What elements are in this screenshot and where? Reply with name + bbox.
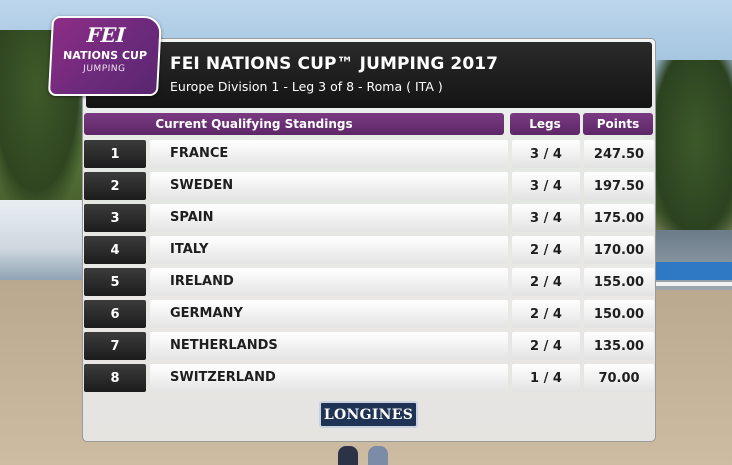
points-cell: 135.00 bbox=[584, 332, 654, 360]
trees-right bbox=[642, 60, 732, 260]
arena-fence bbox=[656, 282, 732, 286]
country-name: NETHERLANDS bbox=[170, 338, 278, 353]
legs-cell: 2 / 4 bbox=[512, 300, 580, 328]
column-header-points: Points bbox=[583, 113, 653, 135]
fei-nations-cup-logo: FEI NATIONS CUP JUMPING bbox=[47, 16, 163, 96]
points-cell: 150.00 bbox=[584, 300, 654, 328]
page-title: FEI NATIONS CUP™ JUMPING 2017 bbox=[170, 54, 499, 74]
rank-cell: 4 bbox=[84, 236, 146, 264]
legs-cell: 2 / 4 bbox=[512, 332, 580, 360]
page-subtitle: Europe Division 1 - Leg 3 of 8 - Roma ( … bbox=[170, 79, 443, 94]
rank-cell: 5 bbox=[84, 268, 146, 296]
grandstand-right bbox=[656, 230, 732, 290]
arena-banner bbox=[656, 262, 732, 280]
country-cell: SWITZERLANDSUI bbox=[150, 364, 571, 392]
points-cell: 70.00 bbox=[584, 364, 654, 392]
rank-cell: 1 bbox=[84, 140, 146, 168]
rank-cell: 2 bbox=[84, 172, 146, 200]
country-cell: NETHERLANDSNED bbox=[150, 332, 571, 360]
points-cell: 170.00 bbox=[584, 236, 654, 264]
country-name: IRELAND bbox=[170, 274, 234, 289]
header-bar bbox=[86, 42, 652, 108]
country-cell: FRANCEFRA bbox=[150, 140, 571, 168]
country-name: SPAIN bbox=[170, 210, 214, 225]
legs-cell: 1 / 4 bbox=[512, 364, 580, 392]
table-row: 8SWITZERLANDSUI1 / 470.00 bbox=[84, 364, 654, 392]
country-cell: SWEDENSWE bbox=[150, 172, 571, 200]
country-name: GERMANY bbox=[170, 306, 243, 321]
country-cell: ITALYITA bbox=[150, 236, 571, 264]
points-cell: 175.00 bbox=[584, 204, 654, 232]
points-cell: 247.50 bbox=[584, 140, 654, 168]
country-cell: IRELANDIRL bbox=[150, 268, 571, 296]
grandstand-left bbox=[0, 200, 84, 280]
logo-fei-text: FEI bbox=[86, 23, 127, 47]
sponsor-logo: LONGINES bbox=[319, 401, 418, 428]
column-header-standings: Current Qualifying Standings bbox=[84, 113, 504, 135]
column-header-legs: Legs bbox=[510, 113, 580, 135]
points-cell: 197.50 bbox=[584, 172, 654, 200]
legs-cell: 3 / 4 bbox=[512, 172, 580, 200]
country-name: SWEDEN bbox=[170, 178, 234, 193]
country-name: FRANCE bbox=[170, 146, 229, 161]
logo-nations-cup-text: NATIONS CUP bbox=[62, 49, 148, 62]
legs-cell: 3 / 4 bbox=[512, 204, 580, 232]
rank-cell: 6 bbox=[84, 300, 146, 328]
rank-cell: 3 bbox=[84, 204, 146, 232]
points-cell: 155.00 bbox=[584, 268, 654, 296]
country-name: SWITZERLAND bbox=[170, 370, 276, 385]
country-name: ITALY bbox=[170, 242, 209, 257]
country-cell: GERMANYGER bbox=[150, 300, 571, 328]
rank-cell: 8 bbox=[84, 364, 146, 392]
country-cell: SPAINESP bbox=[150, 204, 571, 232]
logo-jumping-text: JUMPING bbox=[82, 64, 126, 74]
column-header-standings-label: Current Qualifying Standings bbox=[155, 117, 353, 131]
spectator-figure bbox=[368, 446, 388, 465]
spectator-figure bbox=[338, 446, 358, 465]
legs-cell: 3 / 4 bbox=[512, 140, 580, 168]
legs-cell: 2 / 4 bbox=[512, 268, 580, 296]
rank-cell: 7 bbox=[84, 332, 146, 360]
legs-cell: 2 / 4 bbox=[512, 236, 580, 264]
